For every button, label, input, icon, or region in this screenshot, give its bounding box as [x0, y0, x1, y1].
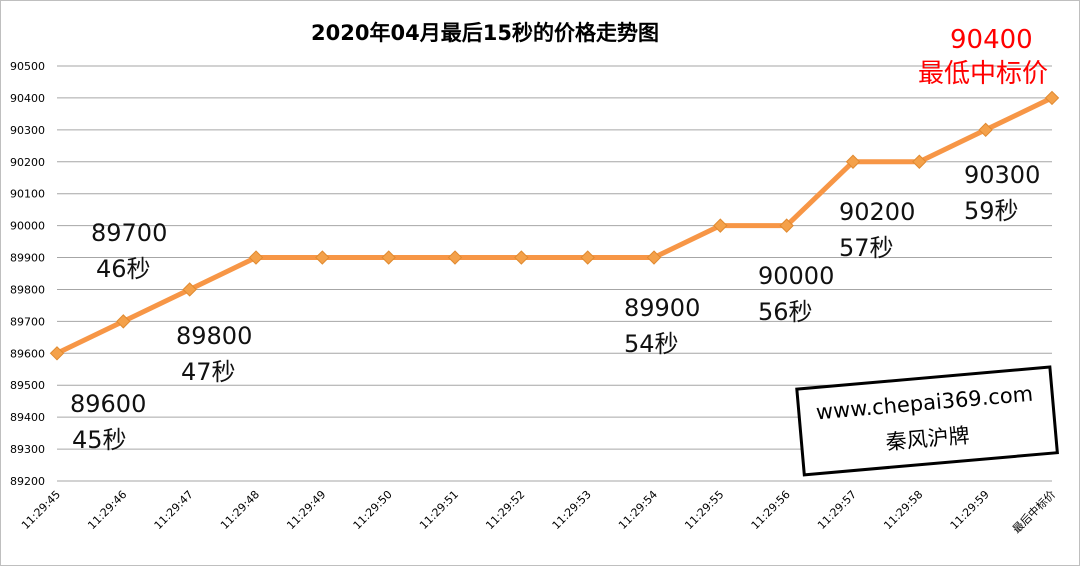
annotation-value: 89900 — [624, 294, 700, 322]
x-tick-label: 11:29:48 — [218, 488, 262, 532]
annotation-label: 45秒 — [72, 426, 127, 454]
x-tick-label: 11:29:56 — [749, 488, 793, 532]
y-tick-label: 89500 — [10, 379, 45, 392]
x-tick-label: 11:29:53 — [550, 488, 594, 532]
x-tick-label: 11:29:58 — [881, 488, 925, 532]
x-tick-label: 11:29:55 — [682, 488, 726, 532]
y-tick-label: 89400 — [10, 411, 45, 424]
y-tick-label: 89800 — [10, 283, 45, 296]
annotation-value: 90000 — [758, 262, 834, 290]
data-point-marker — [912, 154, 927, 169]
series-markers — [49, 90, 1060, 361]
data-point-marker — [713, 218, 728, 233]
data-point-marker — [381, 250, 396, 265]
data-point-marker — [116, 314, 131, 329]
annotation-value: 89700 — [91, 219, 167, 247]
y-tick-label: 90100 — [10, 188, 45, 201]
data-point-marker — [182, 282, 197, 297]
annotation-label: 57秒 — [839, 234, 894, 262]
x-tick-label: 11:29:57 — [815, 488, 859, 532]
data-point-marker — [779, 218, 794, 233]
x-tick-label: 11:29:52 — [483, 488, 527, 532]
data-point-marker — [447, 250, 463, 265]
annotation-value: 90300 — [964, 161, 1040, 189]
data-annotations: 89600 45秒 89700 46秒 89800 47秒 89900 54秒 90000 56秒… — [70, 25, 1048, 454]
x-tick-label: 11:29:50 — [351, 488, 395, 532]
y-tick-label: 90400 — [10, 92, 45, 105]
annotation-value: 89800 — [176, 322, 252, 350]
x-tick-label: 11:29:47 — [152, 488, 196, 532]
annotation-value: 90200 — [839, 198, 915, 226]
y-tick-label: 89300 — [10, 443, 45, 456]
annotation-label: 47秒 — [181, 358, 236, 386]
y-tick-label: 89900 — [10, 252, 45, 265]
annotation-value: 89600 — [70, 390, 146, 418]
annotation-label: 56秒 — [758, 298, 813, 326]
x-tick-label: 最后中标价 — [1009, 487, 1058, 536]
data-point-marker — [845, 154, 861, 169]
watermark-frame — [795, 365, 1059, 477]
x-tick-label: 11:29:45 — [19, 488, 63, 532]
series-line — [54, 95, 1055, 356]
price-line — [54, 95, 1055, 356]
annotation-label: 59秒 — [964, 197, 1019, 225]
x-tick-label: 11:29:51 — [417, 488, 461, 532]
y-tick-label: 90200 — [10, 156, 45, 169]
y-tick-label: 90500 — [10, 60, 45, 73]
x-tick-label: 11:29:59 — [948, 488, 992, 532]
data-point-marker — [49, 346, 65, 361]
data-point-marker — [248, 250, 264, 265]
watermark-box: www.chepai369.com 秦风沪牌 — [795, 365, 1059, 477]
y-tick-label: 89200 — [10, 475, 45, 488]
x-axis-ticks: 11:29:45 11:29:46 11:29:47 11:29:48 11:29:49… — [19, 487, 1058, 536]
data-point-marker — [1044, 90, 1060, 106]
y-tick-label: 89600 — [10, 347, 45, 360]
x-tick-label: 11:29:46 — [85, 488, 129, 532]
data-point-marker — [646, 250, 662, 265]
annotation-label: 54秒 — [624, 330, 679, 358]
x-tick-label: 11:29:54 — [616, 488, 660, 532]
data-point-marker — [514, 250, 529, 265]
annotation-value: 90400 — [950, 25, 1033, 55]
x-tick-label: 11:29:49 — [284, 488, 328, 532]
annotation-label: 46秒 — [96, 255, 151, 283]
chart-title: 2020年04月最后15秒的价格走势图 — [311, 21, 659, 45]
data-point-marker — [978, 122, 993, 138]
annotation-label: 最低中标价 — [918, 59, 1048, 89]
y-axis-ticks: 89200 89300 89400 89500 89600 89700 89800 89900… — [10, 60, 45, 488]
y-tick-label: 89700 — [10, 315, 45, 328]
y-tick-label: 90000 — [10, 220, 45, 233]
data-point-marker — [580, 250, 595, 265]
y-tick-label: 90300 — [10, 124, 45, 137]
data-point-marker — [315, 250, 330, 265]
